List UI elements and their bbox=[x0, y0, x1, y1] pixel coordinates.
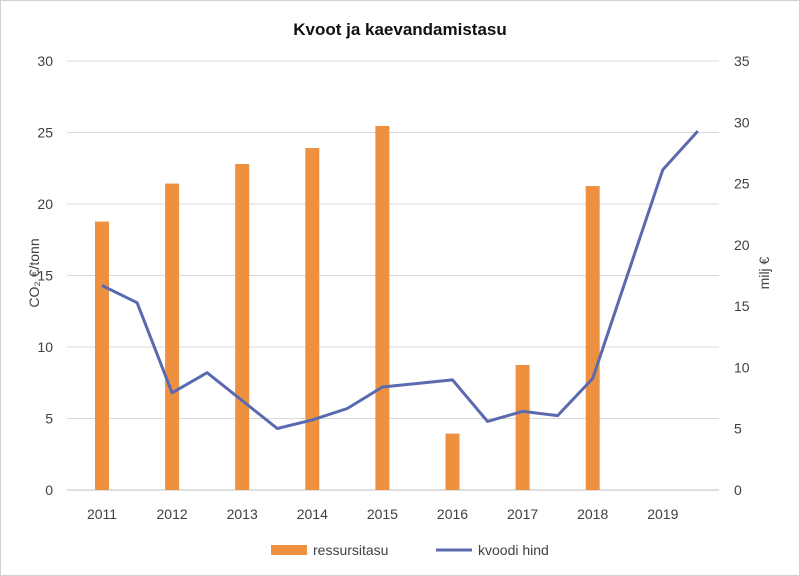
x-tick: 2015 bbox=[367, 506, 398, 522]
y-tick-right: 35 bbox=[734, 53, 750, 69]
bar-ressursitasu bbox=[375, 125, 390, 490]
legend-label-kvoodi-hind: kvoodi hind bbox=[478, 542, 549, 558]
x-tick: 2019 bbox=[647, 506, 678, 522]
x-tick: 2013 bbox=[227, 506, 258, 522]
y-axis-right-label: milj € bbox=[756, 256, 772, 289]
y-tick-right: 25 bbox=[734, 176, 750, 192]
y-tick-left: 25 bbox=[37, 125, 53, 141]
y-tick-right: 20 bbox=[734, 237, 750, 253]
y-tick-right: 30 bbox=[734, 114, 750, 130]
y-tick-right: 15 bbox=[734, 298, 750, 314]
bar-ressursitasu bbox=[445, 433, 460, 490]
y-tick-left: 20 bbox=[37, 196, 53, 212]
bar-ressursitasu bbox=[235, 163, 250, 490]
y-axis-left-label: CO₂ €/tonn bbox=[26, 238, 42, 307]
x-tick: 2017 bbox=[507, 506, 538, 522]
x-tick: 2011 bbox=[87, 506, 117, 522]
bar-ressursitasu bbox=[165, 183, 180, 491]
bar-ressursitasu bbox=[95, 221, 109, 490]
x-tick: 2012 bbox=[157, 506, 188, 522]
y-tick-left: 15 bbox=[37, 268, 53, 284]
y-tick-right: 10 bbox=[734, 359, 750, 375]
x-tick: 2014 bbox=[297, 506, 328, 522]
legend-label-ressursitasu: ressursitasu bbox=[313, 542, 388, 558]
bar-ressursitasu bbox=[305, 148, 320, 491]
bar-ressursitasu bbox=[585, 186, 600, 490]
y-tick-left: 0 bbox=[45, 482, 53, 498]
y-tick-left: 10 bbox=[37, 339, 53, 355]
legend-swatch-ressursitasu bbox=[271, 545, 307, 555]
y-tick-left: 5 bbox=[45, 411, 53, 427]
line-kvoodi-hind bbox=[101, 130, 699, 430]
chart-title: Kvoot ja kaevandamistasu bbox=[293, 20, 507, 39]
y-tick-left: 30 bbox=[37, 53, 53, 69]
y-tick-right: 5 bbox=[734, 421, 742, 437]
legend: ressursitasu kvoodi hind bbox=[271, 542, 549, 558]
y-tick-right: 0 bbox=[734, 482, 742, 498]
x-tick: 2018 bbox=[577, 506, 608, 522]
bar-ressursitasu bbox=[515, 364, 530, 490]
x-tick: 2016 bbox=[437, 506, 468, 522]
